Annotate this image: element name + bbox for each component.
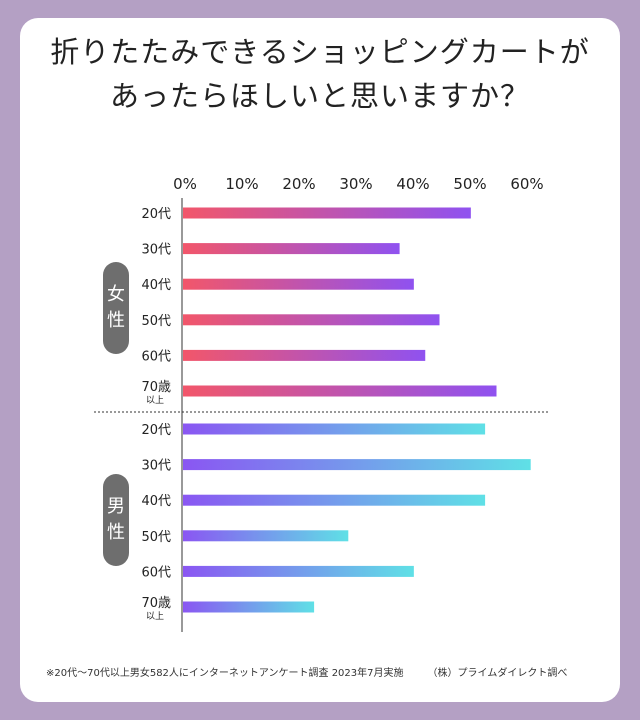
group-label-female-char2: 性 — [107, 310, 125, 331]
x-tick-label: 10% — [225, 175, 258, 193]
group-label-female: 女 性 — [103, 262, 129, 354]
source-credit: （株）プライムダイレクト調べ — [427, 668, 568, 679]
bar-female — [183, 314, 440, 326]
survey-note: ※20代〜70代以上男女582人にインターネットアンケート調査 2023年7月実… — [46, 668, 404, 679]
title-line-1: 折りたたみできるショッピングカートが — [50, 35, 590, 69]
category-label: 30代 — [141, 243, 171, 258]
group-label-male-char2: 性 — [107, 522, 125, 543]
bar-female — [183, 385, 497, 397]
category-label: 50代 — [141, 314, 171, 329]
bar-female — [183, 207, 471, 219]
x-tick-label: 30% — [339, 175, 372, 193]
bar-male — [183, 601, 315, 613]
category-label: 30代 — [141, 459, 171, 474]
group-label-female-char1: 女 — [107, 284, 125, 305]
group-label-male-char1: 男 — [107, 496, 125, 517]
bar-female — [183, 349, 426, 361]
category-label: 70歳 — [141, 596, 171, 611]
x-tick-label: 40% — [396, 175, 429, 193]
x-tick-label: 0% — [173, 175, 197, 193]
x-tick-label: 20% — [282, 175, 315, 193]
bar-male — [183, 494, 486, 506]
title-line-2: あったらほしいと思いますか？ — [109, 79, 530, 113]
bar-male — [183, 459, 531, 471]
chart-title: 折りたたみできるショッピングカートが あったらほしいと思いますか？ — [0, 30, 640, 118]
bar-female — [183, 243, 400, 255]
category-sublabel: 以上 — [146, 395, 164, 406]
x-tick-label: 50% — [453, 175, 486, 193]
category-sublabel: 以上 — [146, 611, 164, 622]
footnote: ※20代〜70代以上男女582人にインターネットアンケート調査 2023年7月実… — [46, 664, 606, 679]
category-label: 60代 — [141, 349, 171, 364]
category-label: 70歳 — [141, 380, 171, 395]
category-label: 40代 — [141, 278, 171, 293]
group-label-male: 男 性 — [103, 474, 129, 566]
category-label: 50代 — [141, 530, 171, 545]
bar-male — [183, 530, 349, 542]
bar-male — [183, 565, 414, 577]
bar-male — [183, 423, 486, 435]
bar-female — [183, 278, 414, 290]
x-tick-label: 60% — [510, 175, 543, 193]
category-label: 20代 — [141, 423, 171, 438]
category-label: 40代 — [141, 494, 171, 509]
category-label: 20代 — [141, 207, 171, 222]
category-label: 60代 — [141, 565, 171, 580]
